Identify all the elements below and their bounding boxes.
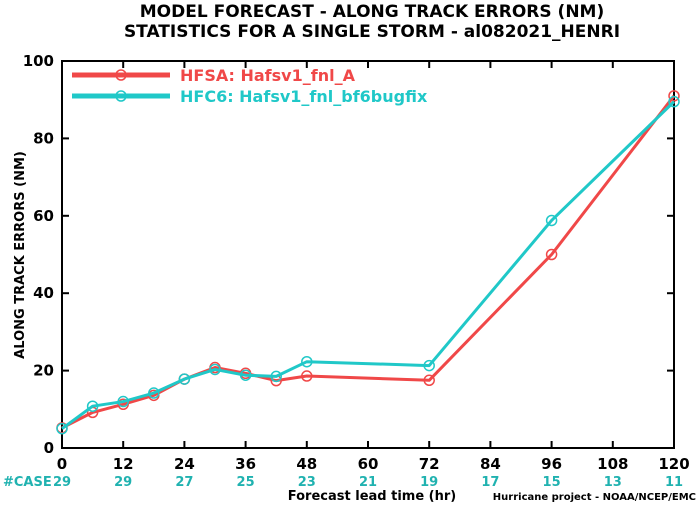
legend-marker xyxy=(115,90,127,102)
case-count: 29 xyxy=(53,475,71,490)
y-tick-label: 40 xyxy=(33,284,54,302)
case-count: 11 xyxy=(665,475,683,490)
x-axis: 0 12 24 36 48 60 72 84 96 108 120 xyxy=(57,61,690,473)
y-tick-label: 80 xyxy=(33,129,54,147)
chart-subtitle: STATISTICS FOR A SINGLE STORM - al082021… xyxy=(124,22,620,42)
data-point xyxy=(86,400,99,412)
x-tick-label: 36 xyxy=(235,455,256,473)
x-tick-label: 24 xyxy=(174,455,195,473)
y-axis-title: ALONG TRACK ERRORS (NM) xyxy=(13,151,28,359)
data-point xyxy=(301,355,313,368)
data-point xyxy=(301,370,313,382)
legend-label: HFSA: Hafsv1_fnl_A xyxy=(180,66,356,85)
series-1 xyxy=(56,90,680,434)
y-axis: 0 20 40 60 80 100 xyxy=(23,52,674,457)
case-count-row: 29 29 27 25 23 21 19 17 15 13 11 xyxy=(53,475,683,490)
data-point xyxy=(239,369,252,381)
data-point xyxy=(209,363,221,376)
legend-marker xyxy=(115,69,127,81)
series-2 xyxy=(56,95,680,435)
legend: HFSA: Hafsv1_fnl_A HFC6: Hafsv1_fnl_bf6bu… xyxy=(72,66,428,106)
data-point xyxy=(178,373,191,385)
y-tick-label: 60 xyxy=(33,207,54,225)
series-line xyxy=(61,94,676,430)
credit-text: Hurricane project - NOAA/NCEP/EMC xyxy=(493,492,696,503)
data-point xyxy=(545,248,558,261)
y-tick-label: 100 xyxy=(23,52,54,70)
legend-label: HFC6: Hafsv1_fnl_bf6bugfix xyxy=(180,87,428,106)
chart-title: MODEL FORECAST - ALONG TRACK ERRORS (NM) xyxy=(140,2,605,22)
data-point xyxy=(668,90,680,102)
x-tick-label: 108 xyxy=(597,455,628,473)
data-point xyxy=(148,387,160,399)
series-layer xyxy=(56,90,680,435)
case-row-label: #CASE xyxy=(3,475,52,490)
x-tick-label: 0 xyxy=(57,455,67,473)
x-tick-label: 60 xyxy=(358,455,379,473)
case-count: 13 xyxy=(604,475,622,490)
case-count: 15 xyxy=(543,475,561,490)
x-tick-label: 72 xyxy=(419,455,440,473)
x-tick-label: 48 xyxy=(296,455,317,473)
y-tick-label: 0 xyxy=(44,439,54,457)
data-point xyxy=(117,395,129,408)
case-count: 17 xyxy=(481,475,499,490)
case-count: 29 xyxy=(114,475,132,490)
data-point xyxy=(545,214,558,227)
case-count: 19 xyxy=(420,475,438,490)
case-count: 23 xyxy=(298,475,316,490)
data-point xyxy=(56,422,68,435)
case-count: 27 xyxy=(175,475,193,490)
data-point xyxy=(270,370,282,383)
data-point xyxy=(668,95,680,108)
case-count: 21 xyxy=(359,475,377,490)
data-point xyxy=(423,359,435,372)
data-point xyxy=(423,374,435,387)
x-axis-title: Forecast lead time (hr) xyxy=(288,489,456,504)
x-tick-label: 120 xyxy=(658,455,689,473)
x-tick-label: 84 xyxy=(480,455,501,473)
x-tick-label: 12 xyxy=(113,455,134,473)
case-count: 25 xyxy=(237,475,255,490)
x-tick-label: 96 xyxy=(541,455,562,473)
y-tick-label: 20 xyxy=(33,362,54,380)
